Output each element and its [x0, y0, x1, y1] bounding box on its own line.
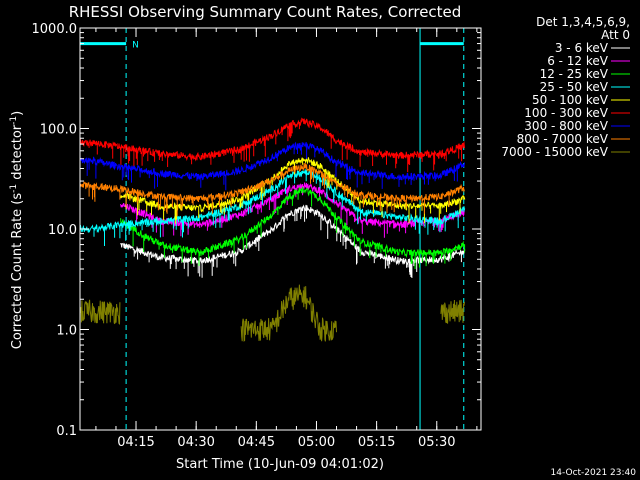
- y-tick-label-2: 10.0: [48, 223, 77, 238]
- series-line-0: [119, 204, 466, 278]
- series-line-5: [79, 117, 465, 173]
- series-0: [119, 204, 466, 278]
- y-axis-label-mid: detector: [10, 124, 25, 184]
- series-line-8: [79, 284, 465, 342]
- series-7: [79, 163, 465, 217]
- y-axis-label-end: ): [10, 111, 25, 116]
- x-tick-label-3: 05:00: [298, 435, 335, 450]
- legend-label-5: 100 - 300 keV: [524, 106, 608, 120]
- legend-label-3: 25 - 50 keV: [540, 80, 609, 94]
- y-tick-label-4: 1000.0: [32, 22, 78, 37]
- legend-header-line-1: Det 1,3,4,5,6,9,: [536, 15, 630, 29]
- legend-label-0: 3 - 6 keV: [555, 41, 609, 55]
- x-tick-label-0: 04:15: [117, 435, 154, 450]
- series-8: [79, 284, 465, 342]
- legend-label-2: 12 - 25 keV: [540, 67, 609, 81]
- series-line-6: [79, 141, 465, 191]
- series-5: [79, 117, 465, 173]
- series-2: [120, 186, 466, 269]
- x-tick-label-4: 05:15: [358, 435, 395, 450]
- x-tick-label-1: 04:30: [177, 435, 214, 450]
- x-tick-label-5: 05:30: [418, 435, 455, 450]
- legend-label-4: 50 - 100 keV: [532, 93, 609, 107]
- x-tick-label-2: 04:45: [238, 435, 275, 450]
- series-3: [79, 169, 465, 246]
- y-tick-label-1: 1.0: [56, 324, 77, 339]
- x-axis-label: Start Time (10-Jun-09 04:01:02): [176, 457, 384, 472]
- legend-label-7: 800 - 7000 keV: [517, 132, 609, 146]
- legend-header-line-2: Att 0: [601, 28, 630, 42]
- legend-label-6: 300 - 800 keV: [524, 119, 608, 133]
- y-axis-label-sup1: -1: [9, 184, 19, 193]
- timestamp: 14-Oct-2021 23:40: [551, 468, 637, 478]
- series-line-7: [79, 163, 465, 217]
- y-tick-label-3: 100.0: [40, 123, 77, 138]
- series-line-3: [79, 169, 465, 246]
- annotation-n: N: [132, 41, 139, 51]
- legend-label-8: 7000 - 15000 keV: [501, 145, 608, 159]
- y-axis-label-main: Corrected Count Rate (s: [10, 193, 25, 350]
- chart-title: RHESSI Observing Summary Count Rates, Co…: [69, 3, 462, 21]
- plot-frame: 0.1 1.0 10.0 100.0 1000.0 04:15 04:30 04:45 05:0…: [32, 22, 482, 450]
- plot-area: N: [79, 28, 466, 430]
- series-line-2: [120, 186, 466, 269]
- series-6: [79, 141, 465, 191]
- y-axis-label: Corrected Count Rate (s-1 detector-1): [9, 111, 25, 349]
- y-tick-label-0: 0.1: [56, 424, 77, 439]
- y-axis-label-sup2: -1: [9, 116, 19, 125]
- legend-label-1: 6 - 12 keV: [547, 54, 609, 68]
